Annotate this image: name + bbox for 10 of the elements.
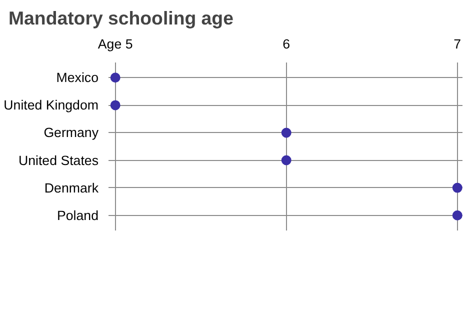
x-tick-label: 7 bbox=[454, 36, 462, 52]
x-tick-label: Age 5 bbox=[98, 36, 133, 52]
y-tick-label: United States bbox=[18, 152, 99, 168]
x-tick-label: 6 bbox=[282, 36, 290, 52]
y-tick-label: Germany bbox=[44, 125, 99, 140]
y-tick-label: Poland bbox=[57, 208, 99, 223]
chart-title: Mandatory schooling age bbox=[8, 8, 234, 28]
y-tick-label: United Kingdom bbox=[4, 98, 99, 113]
y-tick-label: Denmark bbox=[44, 180, 99, 196]
y-tick-label: Mexico bbox=[56, 70, 98, 86]
